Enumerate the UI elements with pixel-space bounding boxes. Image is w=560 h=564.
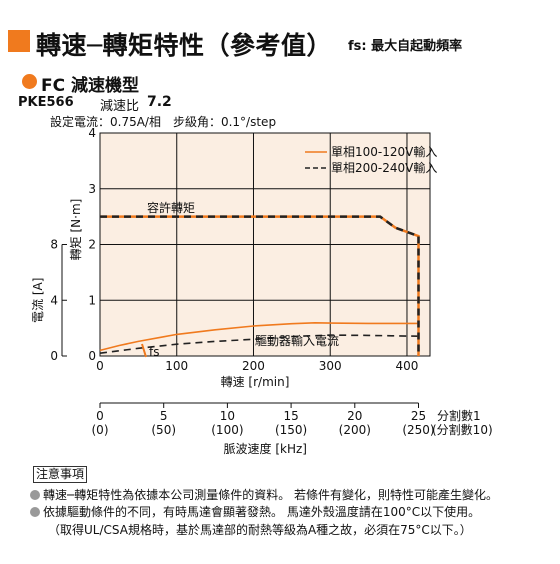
pulse-resolution-label: 分割數1 bbox=[437, 408, 481, 423]
series-line-torque-200v bbox=[100, 215, 420, 356]
x-tick-label: 400 bbox=[396, 359, 419, 373]
torque-tick-label: 3 bbox=[88, 182, 96, 196]
x-tick-label: 100 bbox=[165, 359, 188, 373]
note-item-1: 轉速─轉矩特性為依據本公司測量條件的資料。 若條件有變化，則特性可能產生變化。 bbox=[30, 486, 498, 503]
x-axis-title: 轉速 [r/min] bbox=[221, 375, 290, 389]
torque-tick-label: 4 bbox=[88, 126, 96, 140]
x-tick-label: 300 bbox=[319, 359, 342, 373]
legend-label: 單相100-120V輸入 bbox=[331, 144, 437, 159]
ratio-label: 減速比 bbox=[100, 99, 140, 114]
pulse-tick-label: 25 bbox=[411, 409, 426, 423]
legend-label: 單相200-240V輸入 bbox=[331, 160, 437, 175]
pulse-tick-sublabel: (0) bbox=[92, 423, 109, 437]
note-text-2: 依據驅動條件的不同，有時馬達會顯著發熱。 馬達外殼溫度請在100°C以下使用。 bbox=[43, 505, 481, 519]
settings-line: 設定電流：0.75A/相 步級角：0.1°/step bbox=[50, 115, 277, 129]
notes-label: 注意事項 bbox=[33, 466, 88, 483]
pulse-tick-label: 15 bbox=[283, 409, 298, 423]
model-name: PKE566 bbox=[18, 95, 74, 110]
x-tick-label: 200 bbox=[242, 359, 265, 373]
title-main: 轉速─轉矩特性（參考值） bbox=[36, 31, 333, 60]
note-text-1: 轉速─轉矩特性為依據本公司測量條件的資料。 若條件有變化，則特性可能產生變化。 bbox=[43, 488, 499, 502]
pulse-tick-sublabel: (150) bbox=[275, 423, 307, 437]
pulse-tick-sublabel: (200) bbox=[339, 423, 371, 437]
fs-marker bbox=[141, 343, 147, 358]
torque-tick-label: 1 bbox=[88, 293, 96, 307]
note-bullet-icon bbox=[30, 507, 40, 517]
note-continuation: （取得UL/CSA規格時，基於馬達部的耐熱等級為A種之故，必須在75°C以下。） bbox=[48, 523, 472, 537]
note-bullet-icon bbox=[30, 490, 40, 500]
pulse-tick-sublabel: (250) bbox=[402, 423, 434, 437]
pulse-tick-label: 20 bbox=[347, 409, 362, 423]
section-title: FC 減速機型 bbox=[41, 76, 140, 96]
x-tick-label: 0 bbox=[96, 359, 104, 373]
pulse-resolution-sublabel: (分割數10) bbox=[432, 422, 493, 437]
pulse-tick-sublabel: (100) bbox=[211, 423, 243, 437]
pulse-tick-label: 0 bbox=[96, 409, 104, 423]
torque-tick-label: 2 bbox=[88, 238, 96, 252]
pulse-axis-title: 脈波速度 [kHz] bbox=[224, 441, 307, 456]
current-tick-label: 4 bbox=[50, 293, 58, 307]
title-marker bbox=[8, 30, 30, 52]
torque-tick-label: 0 bbox=[88, 349, 96, 363]
current-tick-label: 0 bbox=[50, 349, 58, 363]
pulse-tick-label: 10 bbox=[220, 409, 235, 423]
current-axis-title: 電流 [A] bbox=[31, 278, 45, 323]
fs-label: fs bbox=[149, 345, 159, 359]
note-item-2: 依據驅動條件的不同，有時馬達會顯著發熱。 馬達外殼溫度請在100°C以下使用。 bbox=[30, 503, 480, 520]
current-tick-label: 8 bbox=[50, 238, 58, 252]
pulse-tick-label: 5 bbox=[160, 409, 168, 423]
title-note: fs: 最大自起動頻率 bbox=[348, 39, 463, 54]
section-dot-icon bbox=[22, 74, 37, 89]
torque-annotation: 容許轉矩 bbox=[147, 200, 195, 215]
ratio-value: 7.2 bbox=[147, 94, 172, 110]
series-line-current-200v bbox=[99, 334, 419, 354]
torque-axis-title: 轉矩 [N·m] bbox=[69, 199, 83, 261]
current-annotation: 驅動器輸入電流 bbox=[255, 333, 339, 348]
series-line-current-100v bbox=[99, 321, 419, 352]
pulse-tick-sublabel: (50) bbox=[151, 423, 176, 437]
